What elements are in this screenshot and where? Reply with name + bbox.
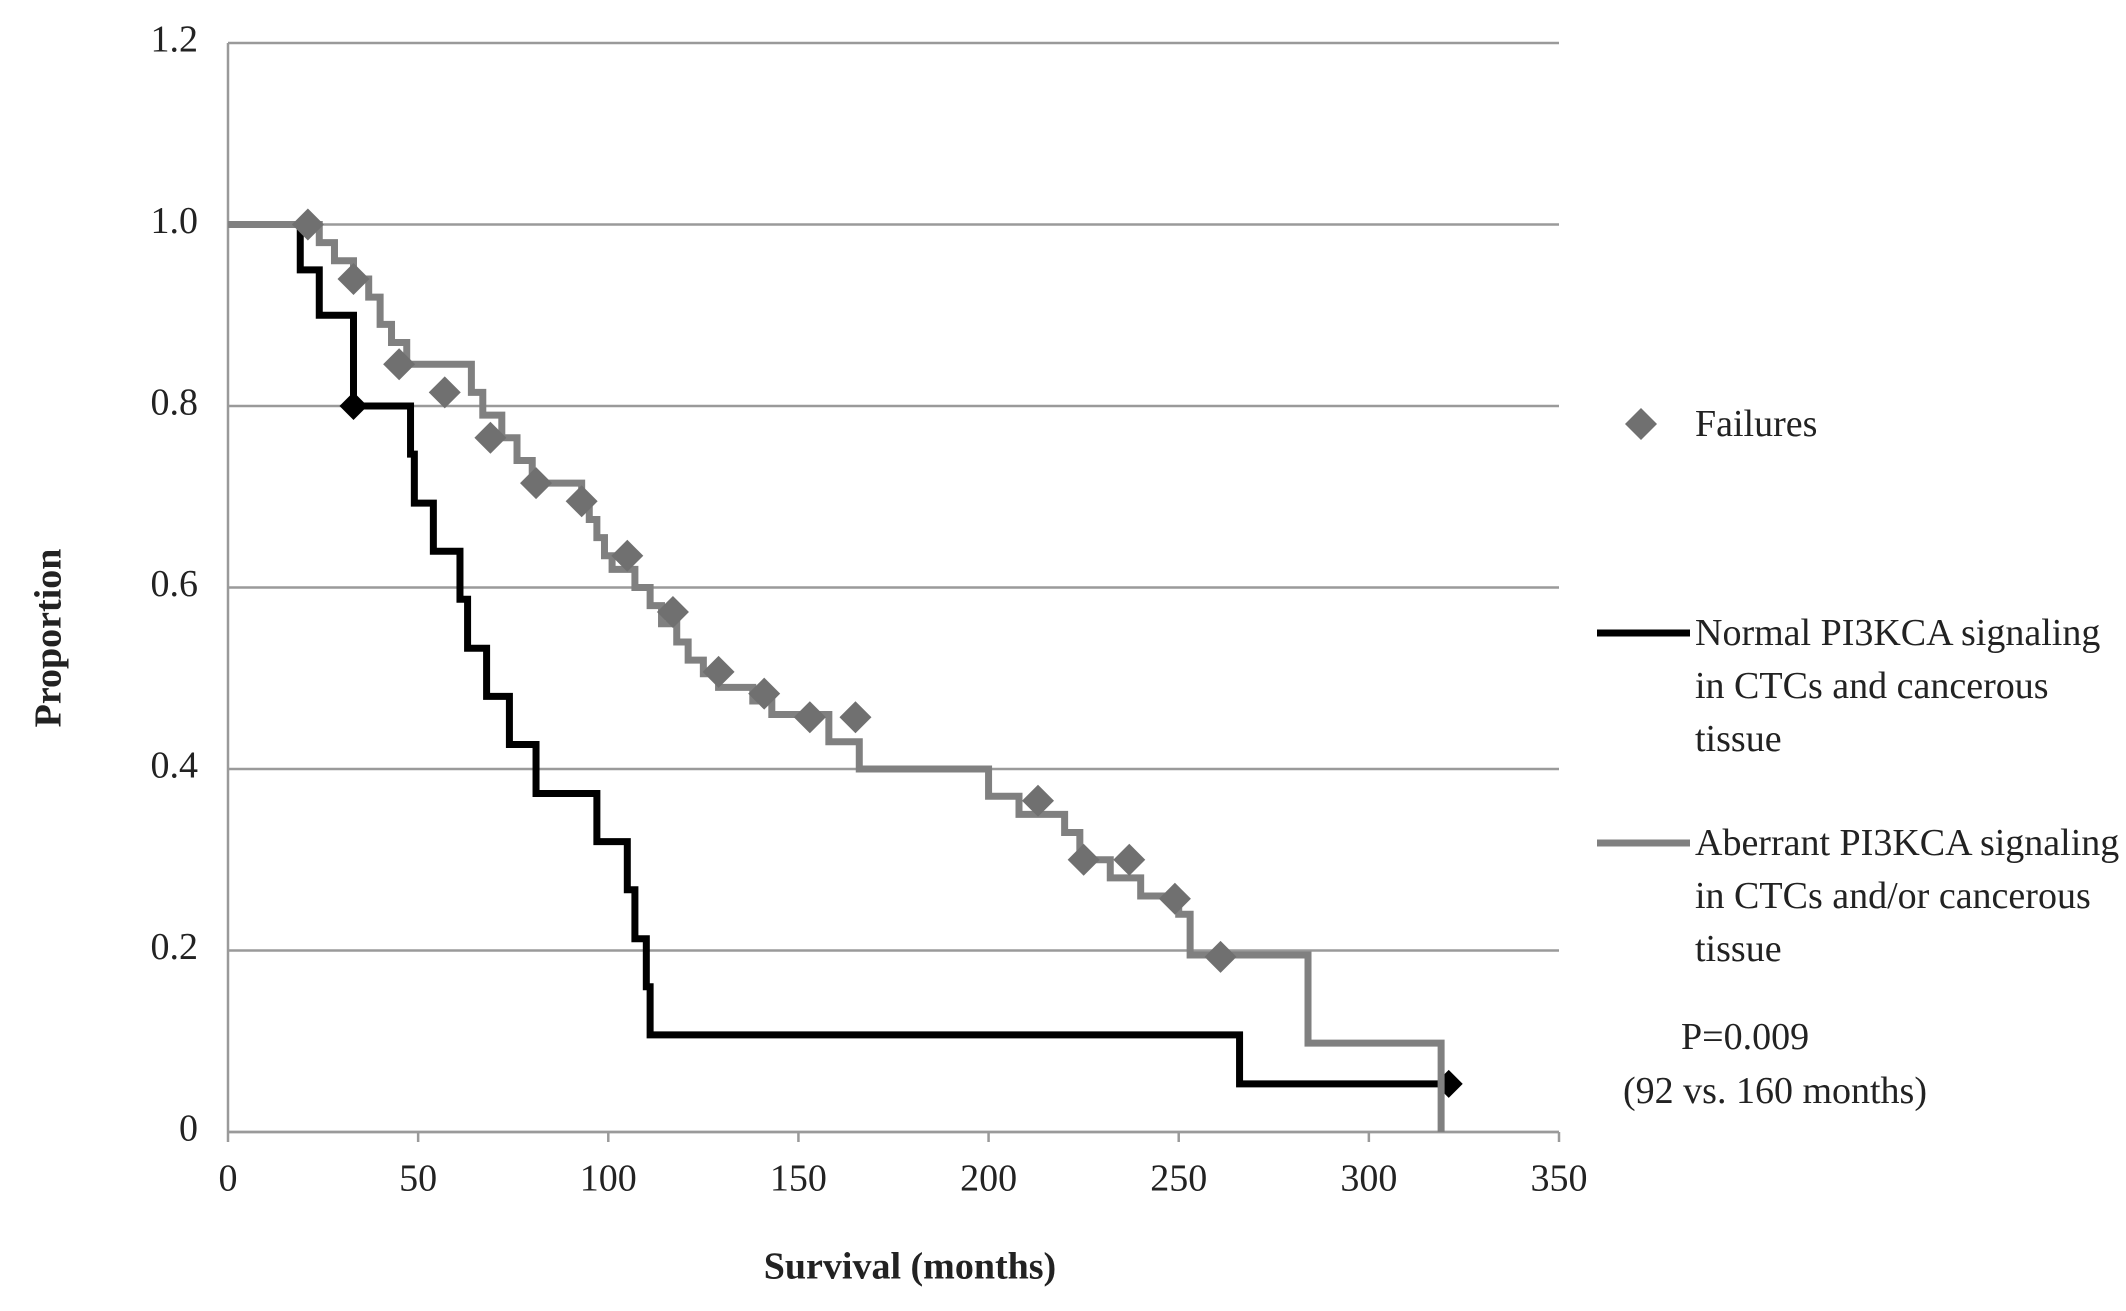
y-tick-label: 0.2: [151, 926, 199, 968]
failure-marker: [383, 348, 416, 381]
x-axis-label: Survival (months): [764, 1246, 1056, 1288]
failure-marker: [702, 655, 735, 688]
x-tick-label: 50: [399, 1158, 437, 1200]
failure-marker: [520, 467, 553, 500]
legend-label: Aberrant PI3KCA signaling in CTCs and/or…: [1695, 822, 2120, 970]
x-tick-label: 350: [1531, 1158, 1588, 1200]
failure-marker: [1204, 940, 1237, 973]
x-tick-label: 150: [770, 1158, 827, 1200]
y-tick-label: 1.0: [151, 200, 199, 242]
failure-marker: [1022, 784, 1055, 817]
y-tick-label: 0: [179, 1108, 198, 1150]
x-tick-label: 100: [580, 1158, 637, 1200]
failure-marker: [474, 421, 507, 454]
survival-line: [228, 221, 1445, 1132]
legend-symbol: [1625, 408, 1657, 440]
x-tick-label: 250: [1150, 1158, 1207, 1200]
x-tick-label: 0: [219, 1158, 238, 1200]
failure-marker: [839, 701, 872, 734]
failure-marker: [428, 376, 461, 409]
annotation: P=0.009: [1681, 1016, 1810, 1058]
y-axis-label: Proportion: [28, 549, 70, 728]
failure-marker: [1113, 843, 1146, 876]
failure-marker: [1067, 843, 1100, 876]
y-tick-label: 0.6: [151, 563, 199, 605]
annotation: (92 vs. 160 months): [1623, 1070, 1927, 1112]
x-tick-label: 300: [1340, 1158, 1397, 1200]
failure-marker: [337, 262, 370, 295]
censor-marker: [339, 392, 368, 420]
failure-marker: [793, 701, 826, 734]
y-tick-label: 0.4: [151, 745, 199, 787]
legend-label: Normal PI3KCA signaling in CTCs and canc…: [1695, 612, 2101, 760]
survival-line: [228, 221, 1449, 1088]
y-tick-label: 0.8: [151, 382, 199, 424]
failure-marker: [748, 677, 781, 710]
failure-marker: [565, 485, 598, 518]
x-tick-label: 200: [960, 1158, 1017, 1200]
y-tick-label: 1.2: [151, 19, 199, 61]
failure-marker: [291, 208, 324, 241]
legend-label: Failures: [1695, 403, 1818, 445]
failure-marker: [1158, 882, 1191, 915]
failure-marker: [656, 596, 689, 629]
failure-marker: [611, 539, 644, 572]
